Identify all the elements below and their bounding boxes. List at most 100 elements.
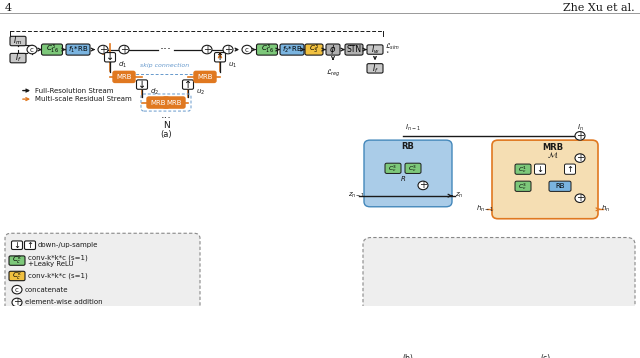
Text: MRB: MRB: [116, 74, 132, 80]
FancyBboxPatch shape: [12, 241, 22, 250]
FancyBboxPatch shape: [24, 241, 35, 250]
Circle shape: [98, 45, 108, 54]
Text: ↑: ↑: [184, 79, 192, 90]
FancyBboxPatch shape: [10, 36, 26, 46]
Circle shape: [418, 181, 428, 190]
Circle shape: [202, 45, 212, 54]
Text: $C^3_c$: $C^3_c$: [388, 163, 397, 174]
Text: +: +: [13, 297, 21, 308]
Text: RB: RB: [401, 142, 415, 151]
Circle shape: [575, 194, 585, 203]
Circle shape: [242, 45, 252, 54]
Text: $\mathcal{L}_{reg}$: $\mathcal{L}_{reg}$: [326, 68, 340, 79]
FancyBboxPatch shape: [515, 181, 531, 192]
FancyBboxPatch shape: [492, 140, 598, 219]
Text: (c): (c): [540, 354, 550, 358]
Text: $C^3_{16}$: $C^3_{16}$: [260, 43, 273, 56]
FancyBboxPatch shape: [363, 237, 635, 349]
FancyBboxPatch shape: [163, 97, 185, 108]
Text: STN: STN: [346, 45, 362, 54]
Text: $\mathcal{L}_{sim}$: $\mathcal{L}_{sim}$: [385, 42, 400, 52]
Text: 4: 4: [5, 4, 12, 13]
FancyBboxPatch shape: [66, 44, 90, 55]
FancyBboxPatch shape: [5, 233, 200, 319]
FancyBboxPatch shape: [42, 44, 63, 55]
Text: $\star$: $\star$: [385, 49, 390, 55]
FancyBboxPatch shape: [549, 181, 571, 192]
Text: $I_w$: $I_w$: [371, 43, 380, 56]
Text: $\mathcal{M}$: $\mathcal{M}$: [547, 150, 559, 160]
Text: $d_1$: $d_1$: [118, 60, 127, 70]
Text: $f_1$*RB: $f_1$*RB: [68, 44, 88, 55]
FancyBboxPatch shape: [364, 140, 452, 207]
FancyBboxPatch shape: [214, 53, 225, 62]
Text: $C^k_c$: $C^k_c$: [12, 269, 22, 282]
FancyBboxPatch shape: [345, 44, 363, 55]
Text: c: c: [15, 287, 19, 292]
Circle shape: [575, 132, 585, 140]
Text: conv-k*k*c (s=1): conv-k*k*c (s=1): [28, 273, 88, 279]
FancyBboxPatch shape: [136, 80, 147, 89]
Text: $u_1$: $u_1$: [228, 61, 237, 69]
Text: R: R: [401, 175, 405, 182]
Text: down-/up-sample: down-/up-sample: [38, 242, 99, 248]
Text: $I_f$: $I_f$: [15, 52, 21, 64]
Text: concatenate: concatenate: [25, 287, 68, 292]
Text: RB: RB: [556, 183, 564, 189]
Text: c: c: [245, 47, 249, 53]
Text: ↑: ↑: [216, 52, 224, 62]
Text: $f_2$*RB: $f_2$*RB: [282, 44, 302, 55]
Circle shape: [223, 45, 233, 54]
Text: $C^k_c$: $C^k_c$: [12, 254, 22, 267]
Text: $z_n$: $z_n$: [455, 191, 463, 200]
Text: $u_2$: $u_2$: [196, 88, 205, 97]
Text: +: +: [576, 131, 584, 141]
FancyBboxPatch shape: [564, 164, 575, 174]
Circle shape: [27, 45, 37, 54]
FancyBboxPatch shape: [305, 44, 323, 55]
Text: ↑: ↑: [566, 165, 573, 174]
Text: +: +: [419, 180, 427, 190]
Circle shape: [12, 298, 22, 307]
Text: ↑: ↑: [26, 241, 33, 250]
Text: $z_{n-1}$: $z_{n-1}$: [348, 191, 365, 200]
FancyBboxPatch shape: [280, 44, 304, 55]
Text: $C^3_3$: $C^3_3$: [309, 43, 319, 56]
Text: ···: ···: [161, 113, 172, 123]
Text: +: +: [203, 44, 211, 54]
Text: $d_2$: $d_2$: [150, 87, 159, 97]
FancyBboxPatch shape: [194, 71, 216, 82]
Text: +: +: [224, 44, 232, 54]
FancyBboxPatch shape: [147, 97, 169, 108]
Text: MRB: MRB: [150, 100, 166, 106]
Text: MRB: MRB: [543, 143, 564, 152]
Text: ↓: ↓: [13, 241, 20, 250]
FancyBboxPatch shape: [9, 256, 25, 265]
Text: $C^3_c$: $C^3_c$: [408, 163, 417, 174]
Text: +: +: [576, 193, 584, 203]
FancyBboxPatch shape: [515, 164, 531, 174]
Text: +Leaky ReLU: +Leaky ReLU: [28, 261, 74, 267]
Text: c: c: [30, 47, 34, 53]
Text: $I_m$: $I_m$: [13, 35, 22, 47]
FancyBboxPatch shape: [367, 64, 383, 73]
Text: $h_n$: $h_n$: [601, 204, 610, 214]
Circle shape: [119, 45, 129, 54]
Text: (b): (b): [403, 354, 413, 358]
Text: $h_{n-1}$: $h_{n-1}$: [476, 204, 494, 214]
FancyBboxPatch shape: [104, 53, 115, 62]
Text: conv-k*k*c (s=1): conv-k*k*c (s=1): [28, 254, 88, 261]
Circle shape: [575, 154, 585, 162]
FancyBboxPatch shape: [257, 44, 278, 55]
FancyBboxPatch shape: [10, 53, 26, 63]
FancyBboxPatch shape: [534, 164, 545, 174]
Text: $C^1_c$: $C^1_c$: [518, 164, 527, 175]
Text: $C^3_c$: $C^3_c$: [518, 181, 527, 192]
Text: N: N: [163, 121, 170, 130]
Text: $I_n$: $I_n$: [577, 123, 584, 133]
Text: skip connection: skip connection: [140, 63, 189, 68]
Text: Zhe Xu et al.: Zhe Xu et al.: [563, 4, 635, 13]
Text: ↓: ↓: [536, 165, 543, 174]
Text: ↓: ↓: [138, 79, 146, 90]
Circle shape: [12, 285, 22, 294]
